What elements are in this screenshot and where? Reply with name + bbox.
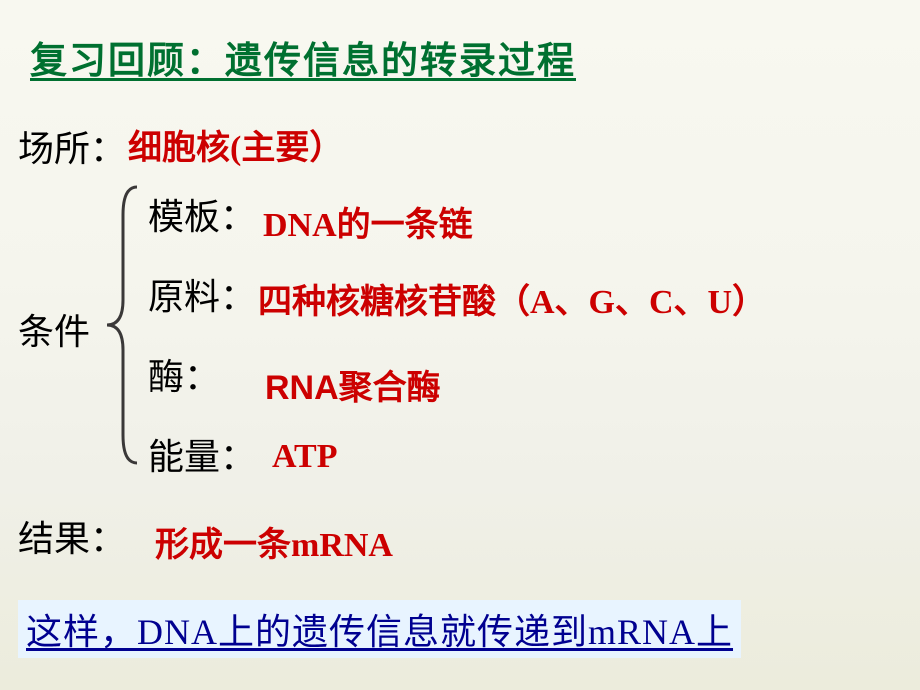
energy-value: ATP [272, 438, 337, 476]
result-value: 形成一条mRNA [155, 517, 393, 566]
enzyme-label: 酶： [148, 348, 220, 400]
template-value: DNA的一条链 [263, 197, 473, 246]
location-value: 细胞核(主要） [128, 120, 343, 169]
energy-label: 能量： [148, 428, 256, 480]
material-label: 原料： [148, 268, 256, 320]
conclusion-text: 这样，DNA上的遗传信息就传递到mRNA上 [18, 600, 741, 658]
enzyme-value: RNA聚合酶 [265, 360, 441, 409]
location-label: 场所： [18, 120, 126, 172]
page-title: 复习回顾：遗传信息的转录过程 [30, 30, 576, 84]
conclusion-box: 这样，DNA上的遗传信息就传递到mRNA上 [18, 600, 741, 658]
result-label: 结果： [18, 510, 126, 562]
brace-icon [103, 185, 143, 465]
material-value: 四种核糖核苷酸（A、G、C、U） [258, 274, 766, 323]
conditions-label: 条件 [18, 303, 90, 355]
template-label: 模板： [148, 188, 256, 240]
